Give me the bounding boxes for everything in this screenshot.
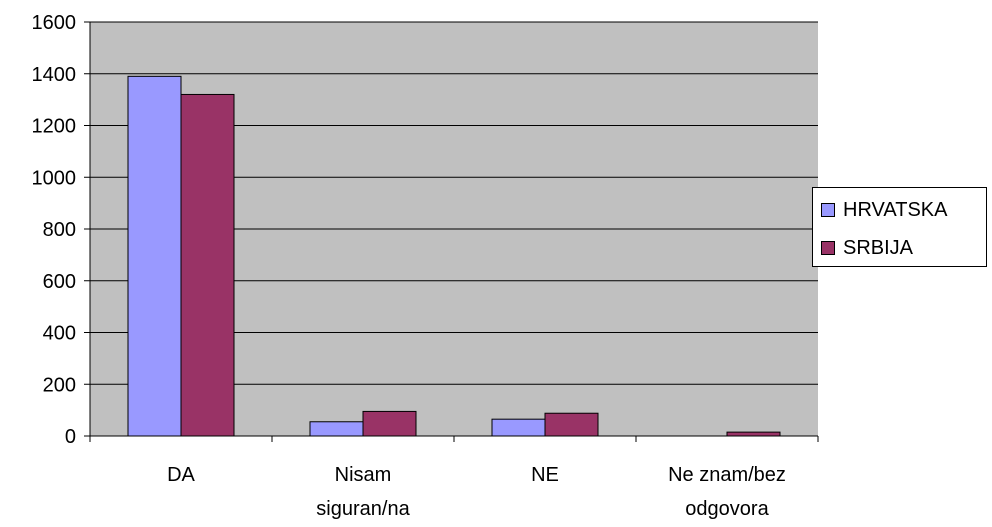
legend-item-hrvatska: HRVATSKA — [821, 198, 947, 222]
bar-hrvatska — [309, 421, 364, 437]
x-tick-label: Ne znam/bez — [668, 464, 786, 486]
bar-srbija — [362, 410, 417, 437]
bar-hrvatska — [127, 75, 182, 437]
y-tick-label: 600 — [43, 271, 76, 293]
y-tick-label: 0 — [65, 426, 76, 448]
legend-label-hrvatska: HRVATSKA — [843, 198, 948, 221]
y-tick-label: 1400 — [32, 64, 77, 86]
legend-swatch-hrvatska — [821, 203, 835, 217]
legend: HRVATSKA SRBIJA — [812, 187, 987, 267]
legend-label-srbija: SRBIJA — [843, 236, 914, 259]
bar-srbija — [180, 93, 235, 437]
y-tick-label: 1200 — [32, 116, 77, 138]
y-tick-label: 1000 — [32, 167, 77, 189]
bar-srbija — [726, 431, 781, 437]
x-tick-label: Nisam — [335, 464, 392, 486]
axes — [84, 21, 819, 442]
y-tick-label: 800 — [43, 219, 76, 241]
legend-swatch-srbija — [821, 241, 835, 255]
x-tick-label: siguran/na — [316, 498, 410, 520]
x-tick-label: DA — [167, 464, 195, 486]
y-tick-label: 200 — [43, 374, 76, 396]
y-tick-labels: 0 200 400 600 800 1000 1200 1400 1600 — [32, 12, 77, 448]
x-tick-label: odgovora — [685, 498, 769, 520]
x-tick-label: NE — [531, 464, 559, 486]
bar-hrvatska — [491, 418, 546, 437]
bars — [127, 75, 781, 437]
legend-item-srbija: SRBIJA — [821, 236, 913, 260]
bar-srbija — [544, 412, 599, 437]
y-tick-label: 1600 — [32, 12, 77, 34]
y-tick-label: 400 — [43, 323, 76, 345]
x-tick-labels: DA Nisam siguran/na NE Ne znam/bez odgovora — [167, 464, 786, 520]
